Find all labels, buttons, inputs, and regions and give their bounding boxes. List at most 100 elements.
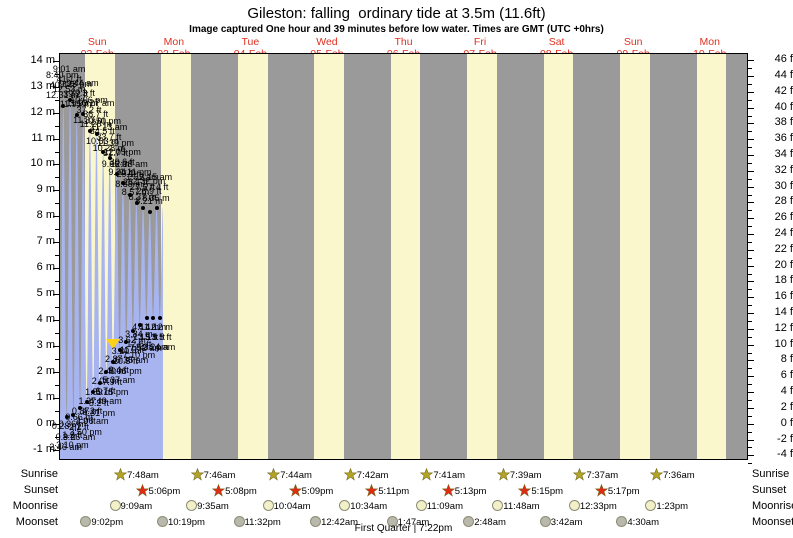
y-axis-right-minor-tick (748, 400, 752, 401)
tide-point-dot (117, 348, 122, 353)
sunset-time: 5:13pm (454, 486, 487, 497)
sunrise-event: 7:39am (496, 468, 542, 481)
y-axis-right-tick-label: 8 ft (780, 353, 793, 366)
y-axis-right-minor-tick (748, 336, 752, 338)
tide-point-dot (84, 400, 89, 405)
y-axis-left-tick (53, 371, 59, 373)
moonrise-time: 11:48am (503, 501, 540, 512)
sunset-star-icon (518, 484, 532, 497)
y-axis-left-tick (53, 294, 59, 296)
tide-point-dot (151, 315, 156, 320)
y-axis-left-minor-tick (55, 151, 59, 153)
tide-point-dot (114, 172, 119, 177)
daylight-band-2 (237, 54, 268, 459)
moonrise-time: 12:33pm (579, 501, 617, 512)
sunrise-time: 7:42am (356, 470, 389, 481)
sunrise-star-icon (114, 468, 128, 481)
sunrise-star-icon (420, 468, 434, 481)
moonset-event: 2:48am (463, 516, 506, 528)
y-axis-right-tick-label: 38 ft (774, 116, 793, 129)
moonset-time: 3:42am (550, 517, 583, 528)
moonset-event: 4:30am (616, 516, 659, 528)
y-axis-right-minor-tick (748, 241, 752, 243)
y-axis-left-tick-label: 6 m (36, 261, 55, 274)
moonset-time: 4:30am (627, 517, 659, 528)
y-axis-right-minor-tick (748, 368, 752, 370)
y-axis-right-tick (748, 265, 754, 267)
y-axis-right-tick (748, 249, 754, 251)
sunrise-star-icon (573, 468, 587, 481)
y-axis-left-tick-label: 5 m (36, 287, 55, 300)
moonrise-event: 9:09am (109, 500, 152, 512)
y-axis-left-tick (53, 397, 59, 399)
y-axis-left-tick (53, 268, 59, 270)
moonset-event: 11:32pm (233, 516, 281, 528)
y-axis-right-tick (748, 423, 754, 425)
sunrise-time: 7:36am (663, 470, 695, 481)
tide-point-dot (158, 315, 163, 320)
y-axis-left-tick (53, 423, 59, 425)
sunset-event: 5:09pm (288, 484, 333, 497)
y-axis-left-minor-tick (55, 410, 59, 412)
sunset-event: 5:08pm (212, 484, 257, 497)
sunset-star-icon (212, 484, 226, 497)
y-axis-right-minor-tick (748, 210, 752, 212)
moonset-icon (463, 516, 475, 527)
y-axis-right-minor-tick (748, 273, 752, 275)
moonset-event: 1:47am (386, 516, 429, 528)
daylight-band-1 (161, 54, 192, 459)
y-axis-right-tick (748, 60, 754, 62)
moonrise-icon (645, 500, 657, 511)
row-label-left-sunrise: Sunrise (20, 468, 58, 480)
y-axis-right-minor-tick (748, 194, 752, 196)
day-of-week: Wed (316, 36, 338, 48)
y-axis-right-tick (748, 455, 754, 457)
y-axis-right-tick (748, 407, 754, 409)
sunrise-time: 7:41am (433, 470, 466, 481)
y-axis-right-tick-label: 16 ft (774, 290, 793, 303)
sunrise-event: 7:48am (114, 468, 159, 481)
moonset-time: 9:02pm (91, 517, 124, 528)
y-axis-right-minor-tick (748, 384, 752, 386)
moonrise-time: 10:04am (273, 501, 311, 512)
y-axis-right-tick (748, 107, 754, 109)
sunrise-time: 7:39am (509, 470, 542, 481)
tide-point-dot (124, 339, 129, 344)
moonrise-event: 12:33pm (568, 500, 617, 512)
sunset-time: 5:15pm (531, 486, 564, 497)
moonrise-icon (568, 500, 580, 511)
sunset-event: 5:06pm (135, 484, 180, 497)
y-axis-right-minor-tick (748, 463, 752, 465)
tide-point-dot (127, 192, 132, 197)
y-axis-left-tick-label: 11 m (31, 131, 55, 144)
y-axis-right-tick-label: 20 ft (774, 258, 793, 271)
moonset-event: 10:19pm (156, 516, 205, 528)
moonrise-time: 10:34am (350, 501, 388, 512)
sunrise-event: 7:46am (190, 468, 235, 481)
y-axis-left-minor-tick (55, 203, 59, 205)
y-axis-right-tick-label: 10 ft (774, 337, 793, 350)
y-axis-right-tick (748, 218, 754, 220)
y-axis-right-tick-label: -2 ft (777, 432, 793, 445)
moonrise-event: 11:48am (492, 500, 540, 512)
tide-point-dot (131, 328, 136, 333)
moonset-icon (233, 516, 245, 527)
y-axis-right-tick-label: 6 ft (780, 369, 793, 382)
sunrise-star-icon (190, 468, 204, 481)
sunrise-event: 7:36am (650, 468, 695, 481)
y-axis-right-minor-tick (748, 68, 752, 70)
y-axis-right-minor-tick (748, 226, 752, 228)
y-axis-right-minor-tick (748, 147, 752, 149)
day-of-week: Sun (87, 36, 107, 48)
sunset-event: 5:11pm (365, 484, 409, 497)
tide-point-dot (81, 111, 86, 116)
sunrise-star-icon (267, 468, 281, 481)
row-label-right-moonrise: Moonrise (752, 500, 793, 512)
moonset-icon (539, 516, 551, 527)
y-axis-right-tick (748, 328, 754, 330)
y-axis-left-tick-label: 14 m (30, 53, 55, 66)
day-of-week: Sun (623, 36, 643, 48)
y-axis-right-tick-label: 46 ft (774, 53, 793, 66)
tide-point-dot (154, 206, 159, 211)
